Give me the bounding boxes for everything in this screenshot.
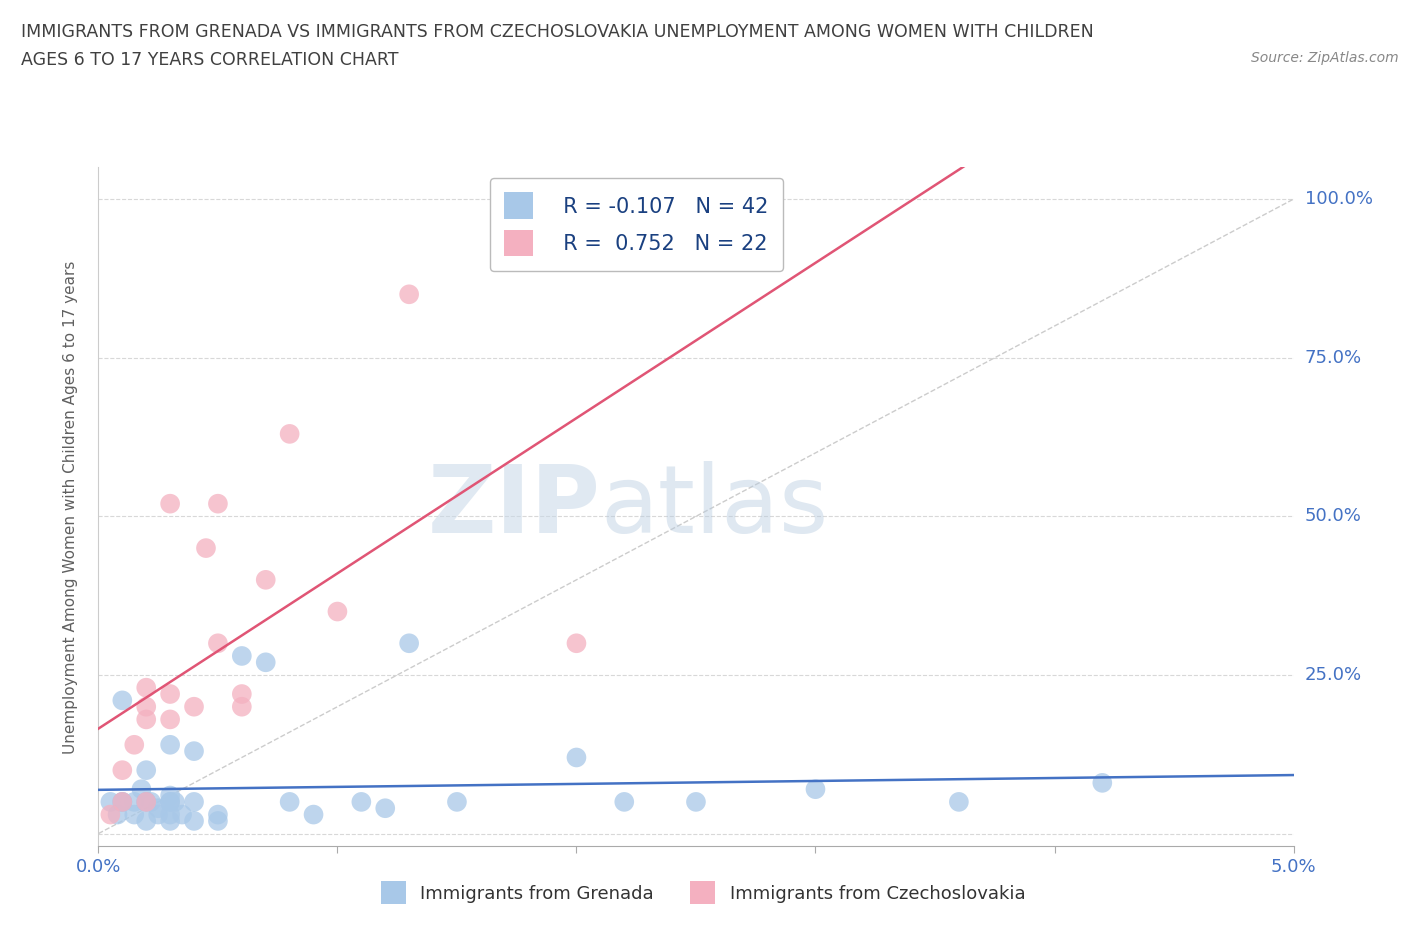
Text: 100.0%: 100.0% [1305,190,1372,208]
Point [159,794,181,809]
Point [948,794,970,809]
Point [124,737,146,752]
Point [163,794,186,809]
Point [124,794,146,809]
Point [135,794,157,809]
Text: atlas: atlas [600,461,828,552]
Point [148,801,170,816]
Text: ZIP: ZIP [427,461,600,552]
Text: 25.0%: 25.0% [1305,666,1362,684]
Point [111,763,134,777]
Point [159,737,181,752]
Point [159,807,181,822]
Legend: Immigrants from Grenada, Immigrants from Czechoslovakia: Immigrants from Grenada, Immigrants from… [374,874,1032,911]
Y-axis label: Unemployment Among Women with Children Ages 6 to 17 years: Unemployment Among Women with Children A… [63,260,77,753]
Text: AGES 6 TO 17 YEARS CORRELATION CHART: AGES 6 TO 17 YEARS CORRELATION CHART [21,51,398,69]
Point [111,794,134,809]
Point [183,794,205,809]
Point [107,807,129,822]
Point [159,686,181,701]
Point [398,286,420,301]
Point [613,794,636,809]
Point [278,794,301,809]
Point [159,788,181,803]
Point [565,636,588,651]
Point [183,744,205,759]
Text: IMMIGRANTS FROM GRENADA VS IMMIGRANTS FROM CZECHOSLOVAKIA UNEMPLOYMENT AMONG WOM: IMMIGRANTS FROM GRENADA VS IMMIGRANTS FR… [21,23,1094,41]
Point [326,604,349,619]
Point [207,497,229,512]
Point [685,794,707,809]
Point [231,648,253,663]
Point [183,814,205,829]
Point [350,794,373,809]
Text: 75.0%: 75.0% [1305,349,1362,366]
Point [183,699,205,714]
Point [135,712,157,727]
Point [446,794,468,809]
Point [254,655,277,670]
Point [111,693,134,708]
Point [565,750,588,764]
Point [207,636,229,651]
Point [374,801,396,816]
Point [111,794,134,809]
Point [1091,776,1114,790]
Point [148,807,170,822]
Point [207,814,229,829]
Point [131,782,153,797]
Point [159,794,181,809]
Point [159,814,181,829]
Text: Source: ZipAtlas.com: Source: ZipAtlas.com [1251,51,1399,65]
Point [124,807,146,822]
Point [135,814,157,829]
Point [98,794,122,809]
Point [172,807,194,822]
Point [398,636,420,651]
Point [135,763,157,777]
Point [194,540,218,555]
Legend:   R = -0.107   N = 42,   R =  0.752   N = 22: R = -0.107 N = 42, R = 0.752 N = 22 [489,178,783,271]
Point [159,497,181,512]
Point [135,680,157,695]
Point [804,782,827,797]
Point [135,794,157,809]
Text: 50.0%: 50.0% [1305,508,1361,525]
Point [231,686,253,701]
Point [98,807,122,822]
Point [302,807,325,822]
Point [135,699,157,714]
Point [135,794,157,809]
Point [111,794,134,809]
Point [254,572,277,587]
Point [139,794,162,809]
Point [278,427,301,442]
Point [231,699,253,714]
Point [159,712,181,727]
Point [207,807,229,822]
